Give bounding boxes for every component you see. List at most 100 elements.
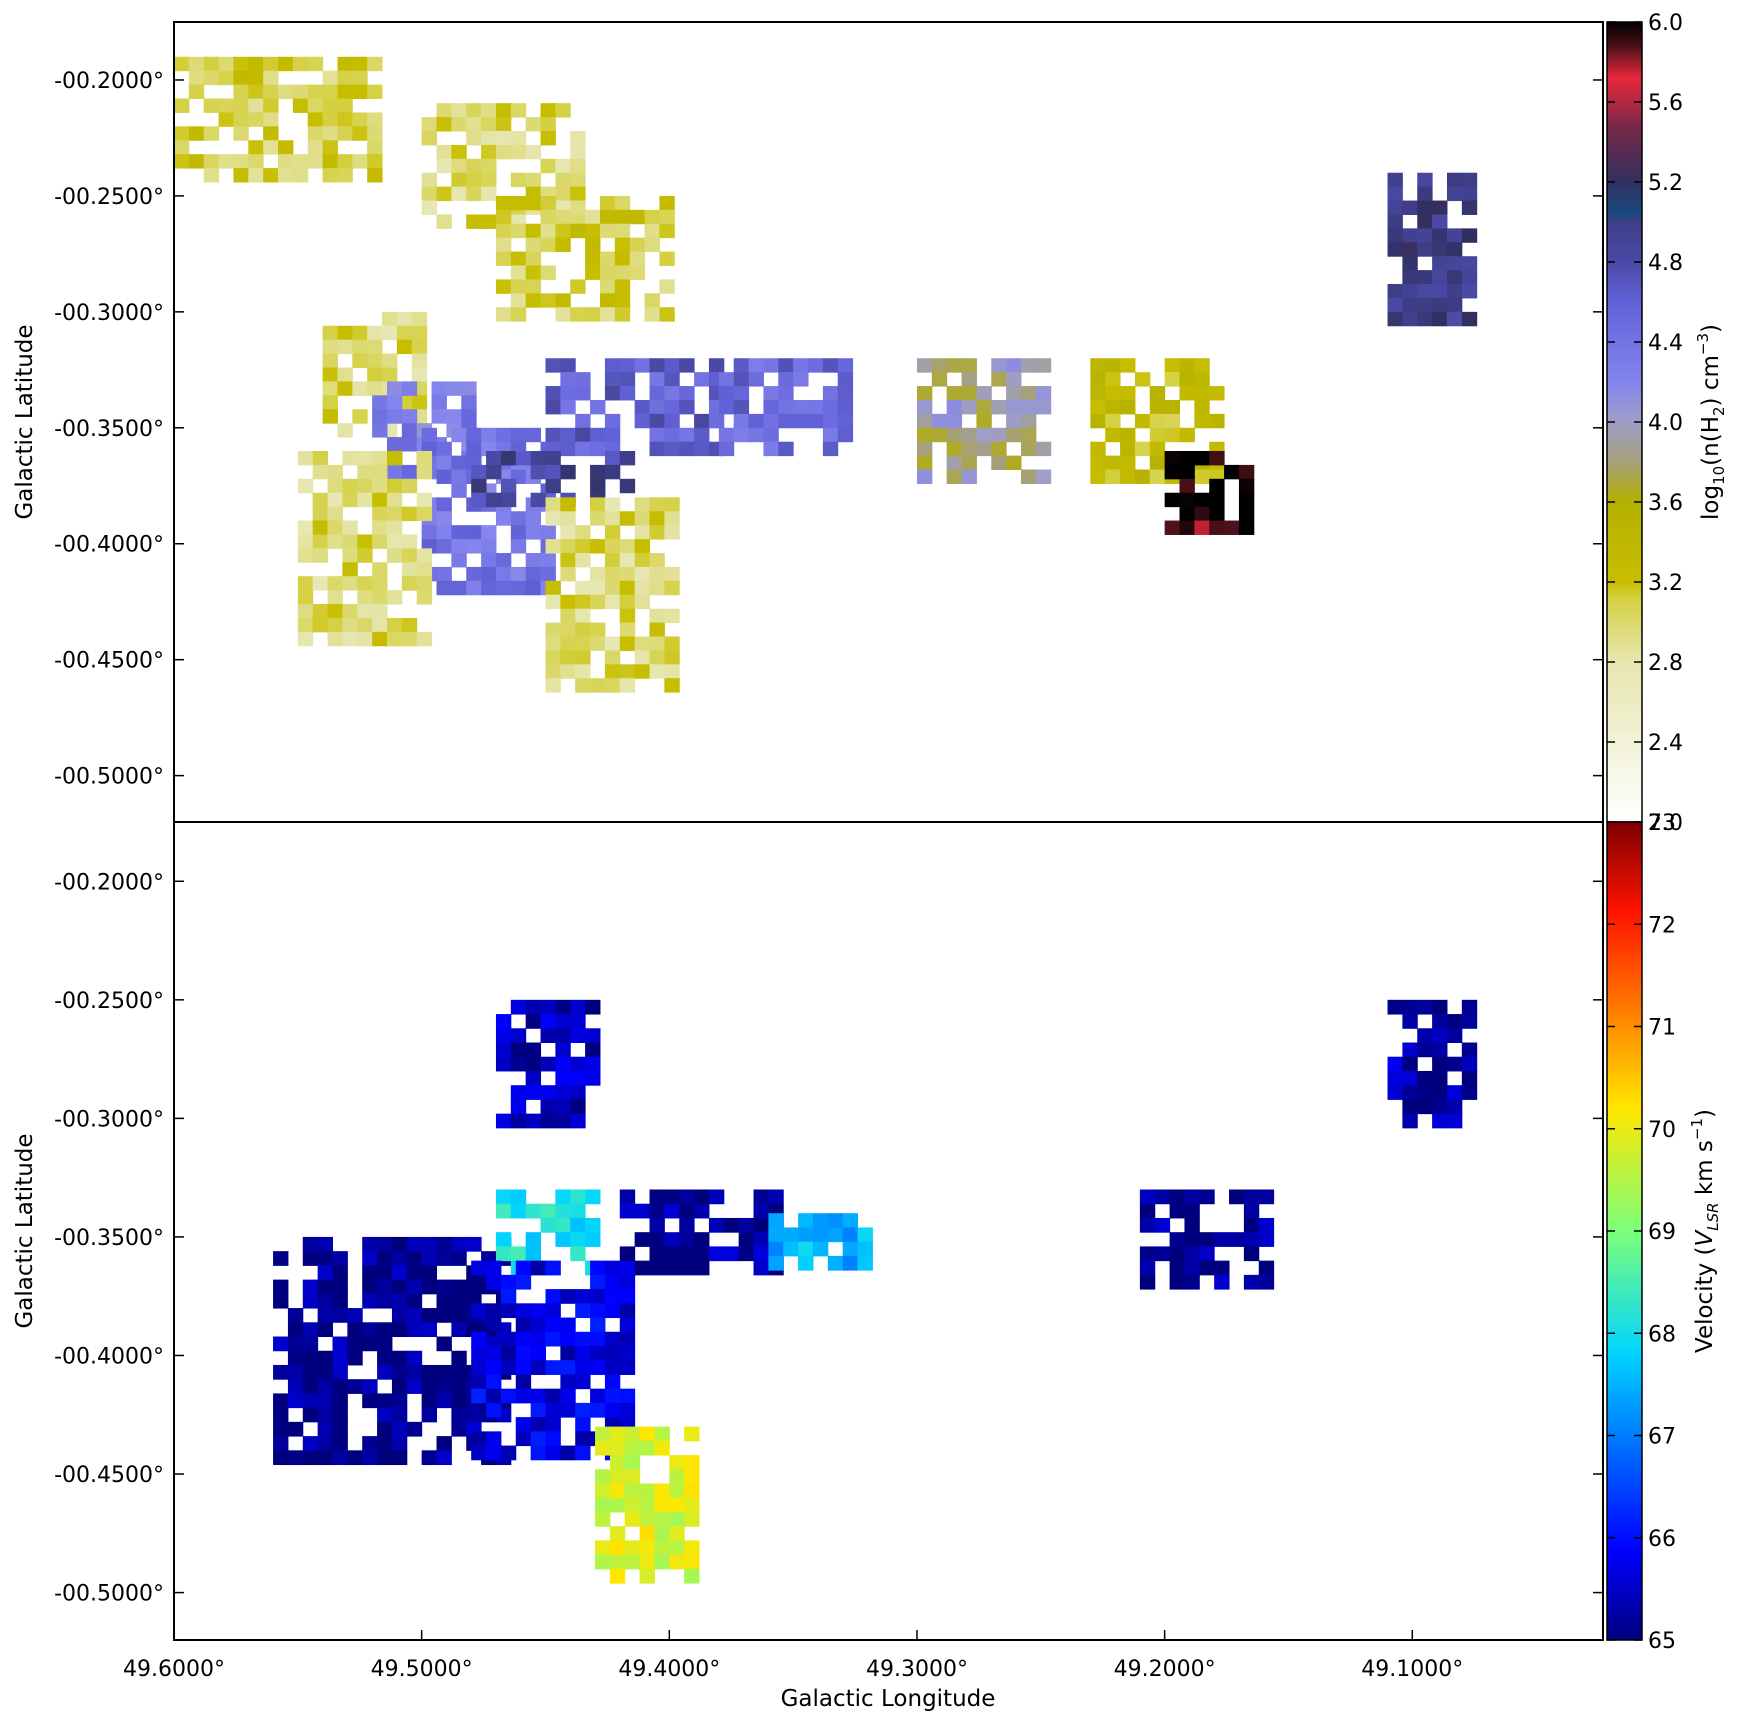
heatmap-cell: [1179, 372, 1195, 387]
heatmap-cell: [481, 144, 497, 160]
heatmap-cell: [377, 1236, 393, 1252]
heatmap-cell: [233, 168, 249, 183]
heatmap-cell: [664, 608, 680, 624]
heatmap-cell: [808, 399, 824, 415]
heatmap-cell: [500, 1289, 517, 1304]
heatmap-cell: [486, 1360, 502, 1375]
heatmap-cell: [1164, 399, 1181, 415]
heatmap-cell: [540, 1085, 556, 1100]
heatmap-cell: [377, 1279, 393, 1295]
heatmap-cell: [540, 103, 556, 118]
heatmap-cell: [575, 580, 591, 596]
heatmap-cell: [1139, 1260, 1156, 1276]
heatmap-cell: [708, 1217, 725, 1233]
heatmap-cell: [1258, 1189, 1275, 1205]
heatmap-cell: [401, 534, 418, 549]
heatmap-cell: [377, 1407, 393, 1423]
heatmap-cell: [1387, 311, 1403, 327]
heatmap-cell: [590, 594, 606, 610]
heatmap-cell: [634, 358, 651, 373]
heatmap-cell: [1169, 1274, 1185, 1290]
heatmap-cell: [1387, 172, 1403, 188]
heatmap-cell: [1090, 441, 1106, 457]
colorbar-tick-label: 2.8: [1648, 651, 1683, 676]
heatmap-cell: [515, 1417, 532, 1432]
heatmap-cell: [530, 1402, 546, 1418]
y-tick-label: -00.5000°: [54, 1582, 164, 1607]
heatmap-cell: [609, 1554, 626, 1570]
heatmap-cell: [684, 1540, 700, 1556]
heatmap-cell: [1417, 297, 1433, 313]
heatmap-cell: [362, 1436, 378, 1451]
heatmap-cell: [619, 1246, 636, 1262]
heatmap-cell: [486, 1317, 502, 1333]
heatmap-cell: [540, 566, 556, 582]
heatmap-cell: [783, 1227, 799, 1243]
heatmap-cell: [525, 1056, 542, 1072]
heatmap-cell: [495, 307, 512, 322]
heatmap-cell: [619, 678, 636, 693]
heatmap-cell: [391, 1293, 408, 1309]
heatmap-cell: [560, 358, 576, 373]
heatmap-cell: [738, 1232, 755, 1247]
heatmap-cell: [590, 636, 606, 651]
heatmap-cell: [481, 172, 497, 188]
heatmap-cell: [545, 1431, 561, 1447]
heatmap-cell: [273, 1393, 289, 1409]
heatmap-cell: [1149, 386, 1166, 401]
x-tick-label: 49.1000°: [1361, 1657, 1463, 1682]
heatmap-cell: [461, 409, 477, 424]
heatmap-cell: [1169, 1203, 1185, 1219]
heatmap-cell: [654, 1483, 670, 1499]
heatmap-cell: [500, 1388, 517, 1404]
heatmap-cell: [599, 223, 616, 239]
heatmap-cell: [763, 441, 779, 457]
heatmap-cell: [812, 1227, 829, 1243]
heatmap-cell: [515, 1260, 532, 1276]
heatmap-cell: [1139, 1246, 1156, 1262]
heatmap-cell: [372, 423, 388, 438]
heatmap-cell: [352, 126, 368, 141]
heatmap-cell: [1461, 1014, 1478, 1029]
heatmap-cell: [590, 1388, 606, 1404]
heatmap-cell: [733, 386, 750, 401]
heatmap-cell: [372, 464, 388, 480]
heatmap-cell: [451, 539, 467, 554]
heatmap-cell: [495, 1203, 512, 1219]
heatmap-cell: [604, 450, 621, 466]
heatmap-cell: [619, 511, 636, 526]
heatmap-cell: [570, 1246, 586, 1262]
y-tick-label: -00.4000°: [54, 1344, 164, 1369]
heatmap-cell: [555, 223, 571, 239]
heatmap-cell: [530, 1331, 546, 1347]
heatmap-cell: [510, 580, 527, 596]
heatmap-cell: [500, 1445, 517, 1461]
heatmap-cell: [575, 594, 591, 610]
heatmap-cell: [748, 358, 764, 373]
heatmap-cell: [1214, 1232, 1230, 1247]
heatmap-cell: [287, 1379, 304, 1394]
heatmap-cell: [302, 1336, 319, 1352]
heatmap-cell: [560, 594, 576, 610]
heatmap-cell: [431, 409, 447, 424]
velocity-colorbar-ticks: 65 66 67 68 69 70 71 72 73: [1607, 811, 1676, 1654]
heatmap-cell: [1199, 1189, 1215, 1205]
heatmap-cell: [1120, 469, 1136, 484]
heatmap-cell: [337, 112, 353, 127]
heatmap-cell: [357, 617, 373, 633]
heatmap-cell: [768, 1241, 784, 1257]
heatmap-cell: [976, 399, 992, 415]
heatmap-cell: [560, 566, 576, 582]
heatmap-cell: [575, 427, 591, 443]
heatmap-cell: [1461, 1056, 1478, 1072]
heatmap-cell: [481, 117, 497, 132]
y-tick-label: -00.2000°: [54, 69, 164, 94]
heatmap-cell: [421, 200, 438, 215]
heatmap-cell: [337, 423, 353, 438]
heatmap-cell: [500, 1331, 517, 1347]
heatmap-cell: [560, 441, 576, 457]
heatmap-cell: [1134, 413, 1151, 429]
heatmap-cell: [1020, 358, 1037, 373]
heatmap-cell: [377, 1393, 393, 1409]
